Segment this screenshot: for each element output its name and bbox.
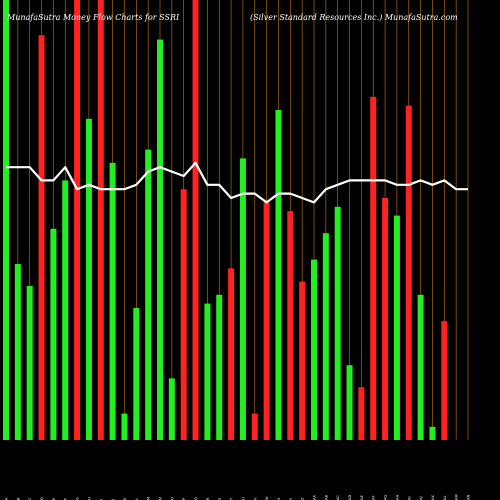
x-tick-label: G	[76, 497, 80, 500]
x-tick-label: Q	[194, 497, 198, 500]
x-tick-label: AM	[455, 494, 459, 500]
bar	[14, 264, 21, 440]
bar	[216, 294, 223, 440]
x-tick-label: A	[5, 497, 9, 500]
bar	[121, 413, 128, 440]
bar	[97, 0, 104, 440]
bar	[263, 202, 270, 440]
bars	[3, 0, 448, 441]
bar	[74, 0, 81, 440]
x-tick-label: D	[40, 497, 44, 500]
x-tick-label: R	[206, 497, 210, 500]
bar	[251, 413, 258, 440]
bar	[429, 426, 436, 440]
x-tick-label: K	[123, 497, 127, 500]
bar	[287, 211, 294, 440]
x-tick-label: E	[52, 497, 56, 500]
x-tick-labels: A B C D E F G H I J K L M N O P Q R S T U V W X Y Z AA AB AC AD AE AF AG…	[5, 494, 471, 500]
bar	[417, 294, 424, 440]
bar	[62, 180, 69, 440]
x-tick-label: W	[265, 496, 269, 500]
x-tick-label: Y	[289, 497, 293, 500]
bar	[334, 206, 341, 440]
bar	[239, 158, 246, 440]
bar	[393, 215, 400, 440]
x-tick-label: Z	[301, 497, 305, 500]
bar	[441, 321, 448, 440]
x-tick-label: V	[253, 497, 257, 500]
bar	[192, 0, 199, 440]
x-tick-label: AG	[384, 495, 388, 500]
x-tick-label: F	[64, 498, 68, 500]
x-tick-label: AF	[372, 495, 376, 500]
x-tick-label: J	[111, 499, 115, 500]
x-tick-label: AJ	[419, 496, 423, 500]
bar	[358, 387, 365, 440]
bar	[275, 110, 282, 440]
bar	[370, 96, 377, 441]
bar	[228, 268, 235, 440]
x-tick-label: B	[16, 497, 20, 500]
bar	[38, 35, 45, 440]
x-tick-label: AB	[324, 495, 328, 500]
money-flow-line	[6, 161, 468, 204]
bar	[50, 228, 57, 440]
bar	[299, 281, 306, 440]
x-tick-label: P	[182, 497, 186, 500]
x-tick-label: L	[135, 498, 139, 500]
x-tick-label: U	[241, 497, 245, 500]
bar	[204, 303, 211, 440]
x-tick-label: N	[159, 497, 163, 500]
x-tick-label: AH	[395, 495, 399, 500]
x-tick-label: AN	[467, 495, 471, 500]
x-tick-label: O	[170, 497, 174, 500]
x-tick-label: I	[99, 499, 103, 500]
x-tick-label: AC	[336, 495, 340, 500]
x-tick-label: AK	[431, 495, 435, 500]
bar	[405, 105, 412, 440]
chart-subtitle: (Silver Standard Resources Inc.) MunafaS…	[250, 13, 458, 22]
x-tick-label: T	[230, 497, 234, 500]
bar	[180, 189, 187, 440]
bar	[311, 259, 317, 440]
x-tick-label: X	[277, 497, 281, 500]
x-tick-label: S	[218, 497, 222, 500]
bar	[322, 233, 329, 440]
x-tick-label: AA	[313, 494, 317, 500]
bar	[346, 365, 353, 440]
bar	[26, 286, 33, 440]
bar	[382, 198, 389, 440]
bar	[157, 39, 163, 440]
bar	[133, 308, 140, 440]
bar	[109, 162, 116, 441]
bar	[85, 118, 92, 441]
x-tick-label: C	[28, 497, 32, 500]
x-tick-label: AE	[360, 495, 364, 500]
chart-title: MunafaSutra Money Flow Charts for SSRI	[6, 13, 180, 22]
x-tick-label: AI	[407, 496, 411, 500]
x-tick-label: H	[87, 497, 91, 500]
bar	[3, 0, 9, 440]
bar	[168, 378, 175, 440]
x-tick-label: AL	[443, 496, 447, 500]
x-tick-label: AD	[348, 495, 352, 500]
x-tick-label: M	[147, 497, 151, 500]
bar	[145, 149, 152, 440]
